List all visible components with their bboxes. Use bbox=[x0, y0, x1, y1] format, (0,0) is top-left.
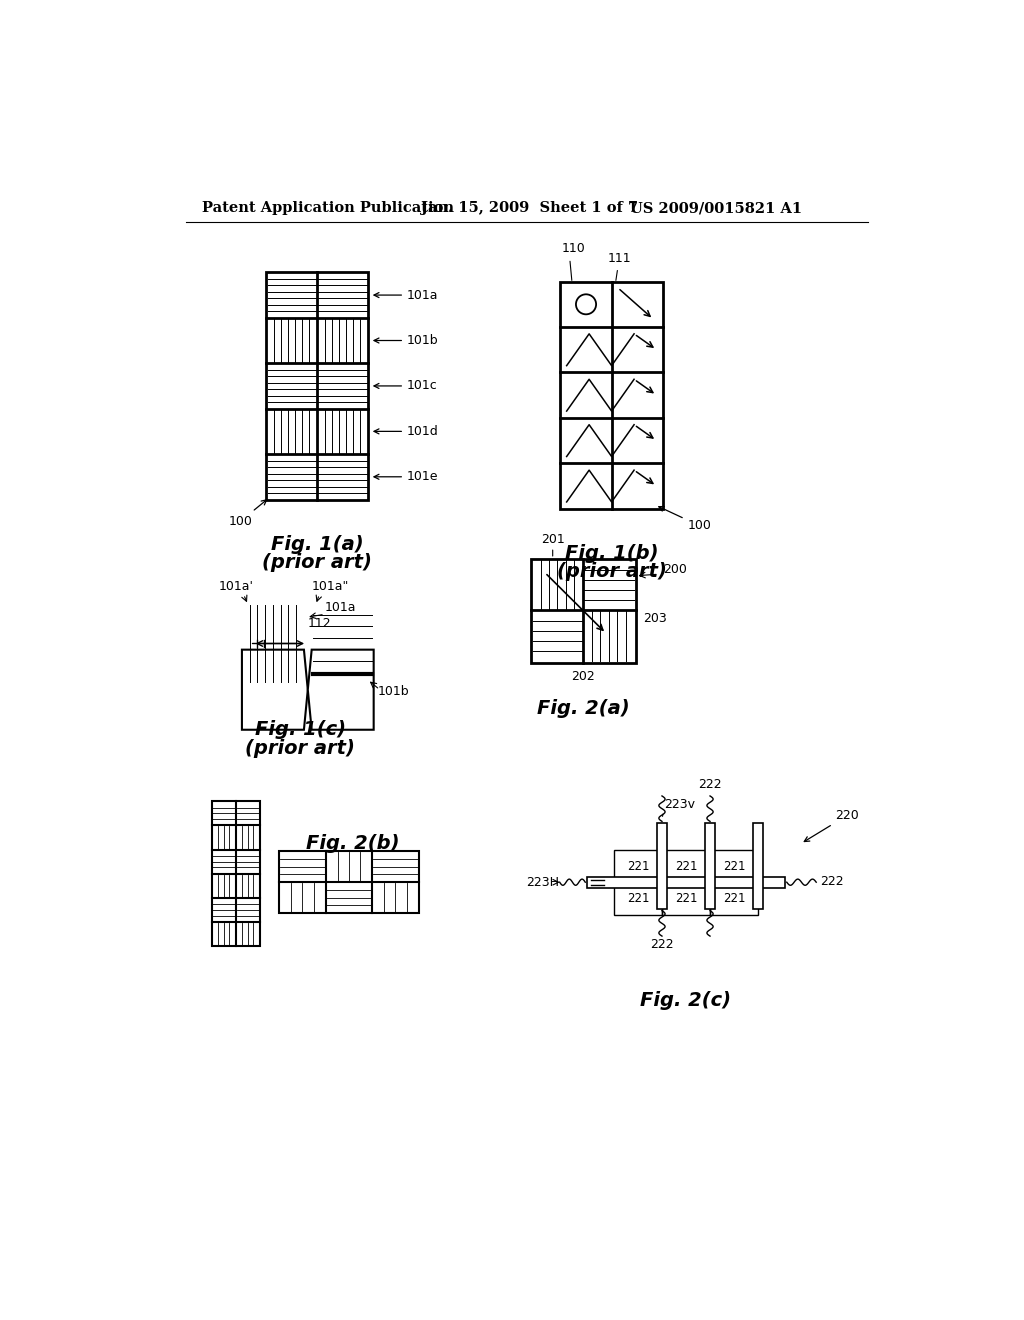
Polygon shape bbox=[706, 822, 715, 909]
Polygon shape bbox=[308, 649, 374, 730]
Text: 101a': 101a' bbox=[218, 579, 253, 593]
Text: US 2009/0015821 A1: US 2009/0015821 A1 bbox=[630, 202, 803, 215]
Text: 223v: 223v bbox=[665, 797, 695, 810]
Text: Fig. 1(c): Fig. 1(c) bbox=[255, 721, 345, 739]
Polygon shape bbox=[587, 876, 785, 887]
Text: 222: 222 bbox=[698, 779, 722, 791]
Text: 101e: 101e bbox=[374, 470, 438, 483]
Text: 101d: 101d bbox=[374, 425, 438, 438]
Text: 221: 221 bbox=[675, 859, 697, 873]
Text: 221: 221 bbox=[723, 892, 745, 906]
Text: Fig. 2(a): Fig. 2(a) bbox=[537, 700, 629, 718]
Text: 101a: 101a bbox=[325, 601, 356, 614]
Text: 222: 222 bbox=[650, 937, 674, 950]
Text: 101a: 101a bbox=[374, 289, 438, 301]
Text: 112: 112 bbox=[308, 616, 332, 630]
Text: 101b: 101b bbox=[374, 334, 438, 347]
Text: 101a": 101a" bbox=[311, 579, 349, 593]
Text: (prior art): (prior art) bbox=[245, 739, 355, 758]
Text: 111: 111 bbox=[607, 252, 632, 265]
Polygon shape bbox=[242, 649, 308, 730]
Text: 100: 100 bbox=[658, 507, 712, 532]
Text: Fig. 2(c): Fig. 2(c) bbox=[640, 991, 731, 1010]
Text: Fig. 1(b): Fig. 1(b) bbox=[565, 544, 658, 562]
Text: 110: 110 bbox=[562, 243, 586, 255]
Text: 101b: 101b bbox=[378, 685, 410, 698]
Text: 223H: 223H bbox=[526, 876, 559, 890]
Text: 221: 221 bbox=[627, 859, 649, 873]
Text: Fig. 2(b): Fig. 2(b) bbox=[306, 834, 399, 853]
Text: (prior art): (prior art) bbox=[557, 562, 667, 581]
Text: 201: 201 bbox=[541, 533, 564, 546]
Text: 101c: 101c bbox=[374, 379, 437, 392]
Text: 202: 202 bbox=[571, 669, 595, 682]
Polygon shape bbox=[754, 822, 763, 909]
Text: 221: 221 bbox=[675, 892, 697, 906]
Text: 203: 203 bbox=[643, 612, 667, 624]
Text: (prior art): (prior art) bbox=[262, 553, 372, 572]
Text: 221: 221 bbox=[627, 892, 649, 906]
Text: 220: 220 bbox=[804, 809, 859, 842]
Text: 222: 222 bbox=[820, 875, 844, 888]
Text: 200: 200 bbox=[663, 562, 687, 576]
Text: Fig. 1(a): Fig. 1(a) bbox=[270, 535, 364, 553]
Text: 100: 100 bbox=[228, 500, 266, 528]
Text: 221: 221 bbox=[723, 859, 745, 873]
Text: Patent Application Publication: Patent Application Publication bbox=[202, 202, 454, 215]
Polygon shape bbox=[657, 822, 667, 909]
Text: Jan. 15, 2009  Sheet 1 of 7: Jan. 15, 2009 Sheet 1 of 7 bbox=[421, 202, 638, 215]
